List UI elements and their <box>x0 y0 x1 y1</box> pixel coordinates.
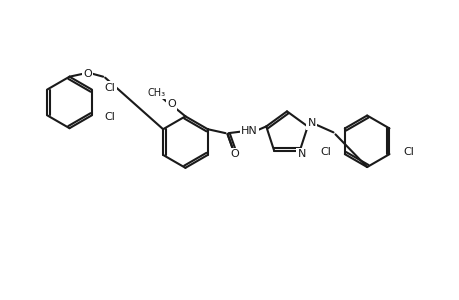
Text: Cl: Cl <box>105 112 115 122</box>
Text: O: O <box>230 149 238 159</box>
Text: N: N <box>297 149 305 159</box>
Text: N: N <box>307 118 315 128</box>
Text: O: O <box>83 69 91 79</box>
Text: O: O <box>167 99 175 110</box>
Text: Cl: Cl <box>403 147 413 157</box>
Text: HN: HN <box>241 126 257 136</box>
Text: Cl: Cl <box>319 147 330 157</box>
Text: CH₃: CH₃ <box>147 88 165 98</box>
Text: Cl: Cl <box>105 82 115 93</box>
